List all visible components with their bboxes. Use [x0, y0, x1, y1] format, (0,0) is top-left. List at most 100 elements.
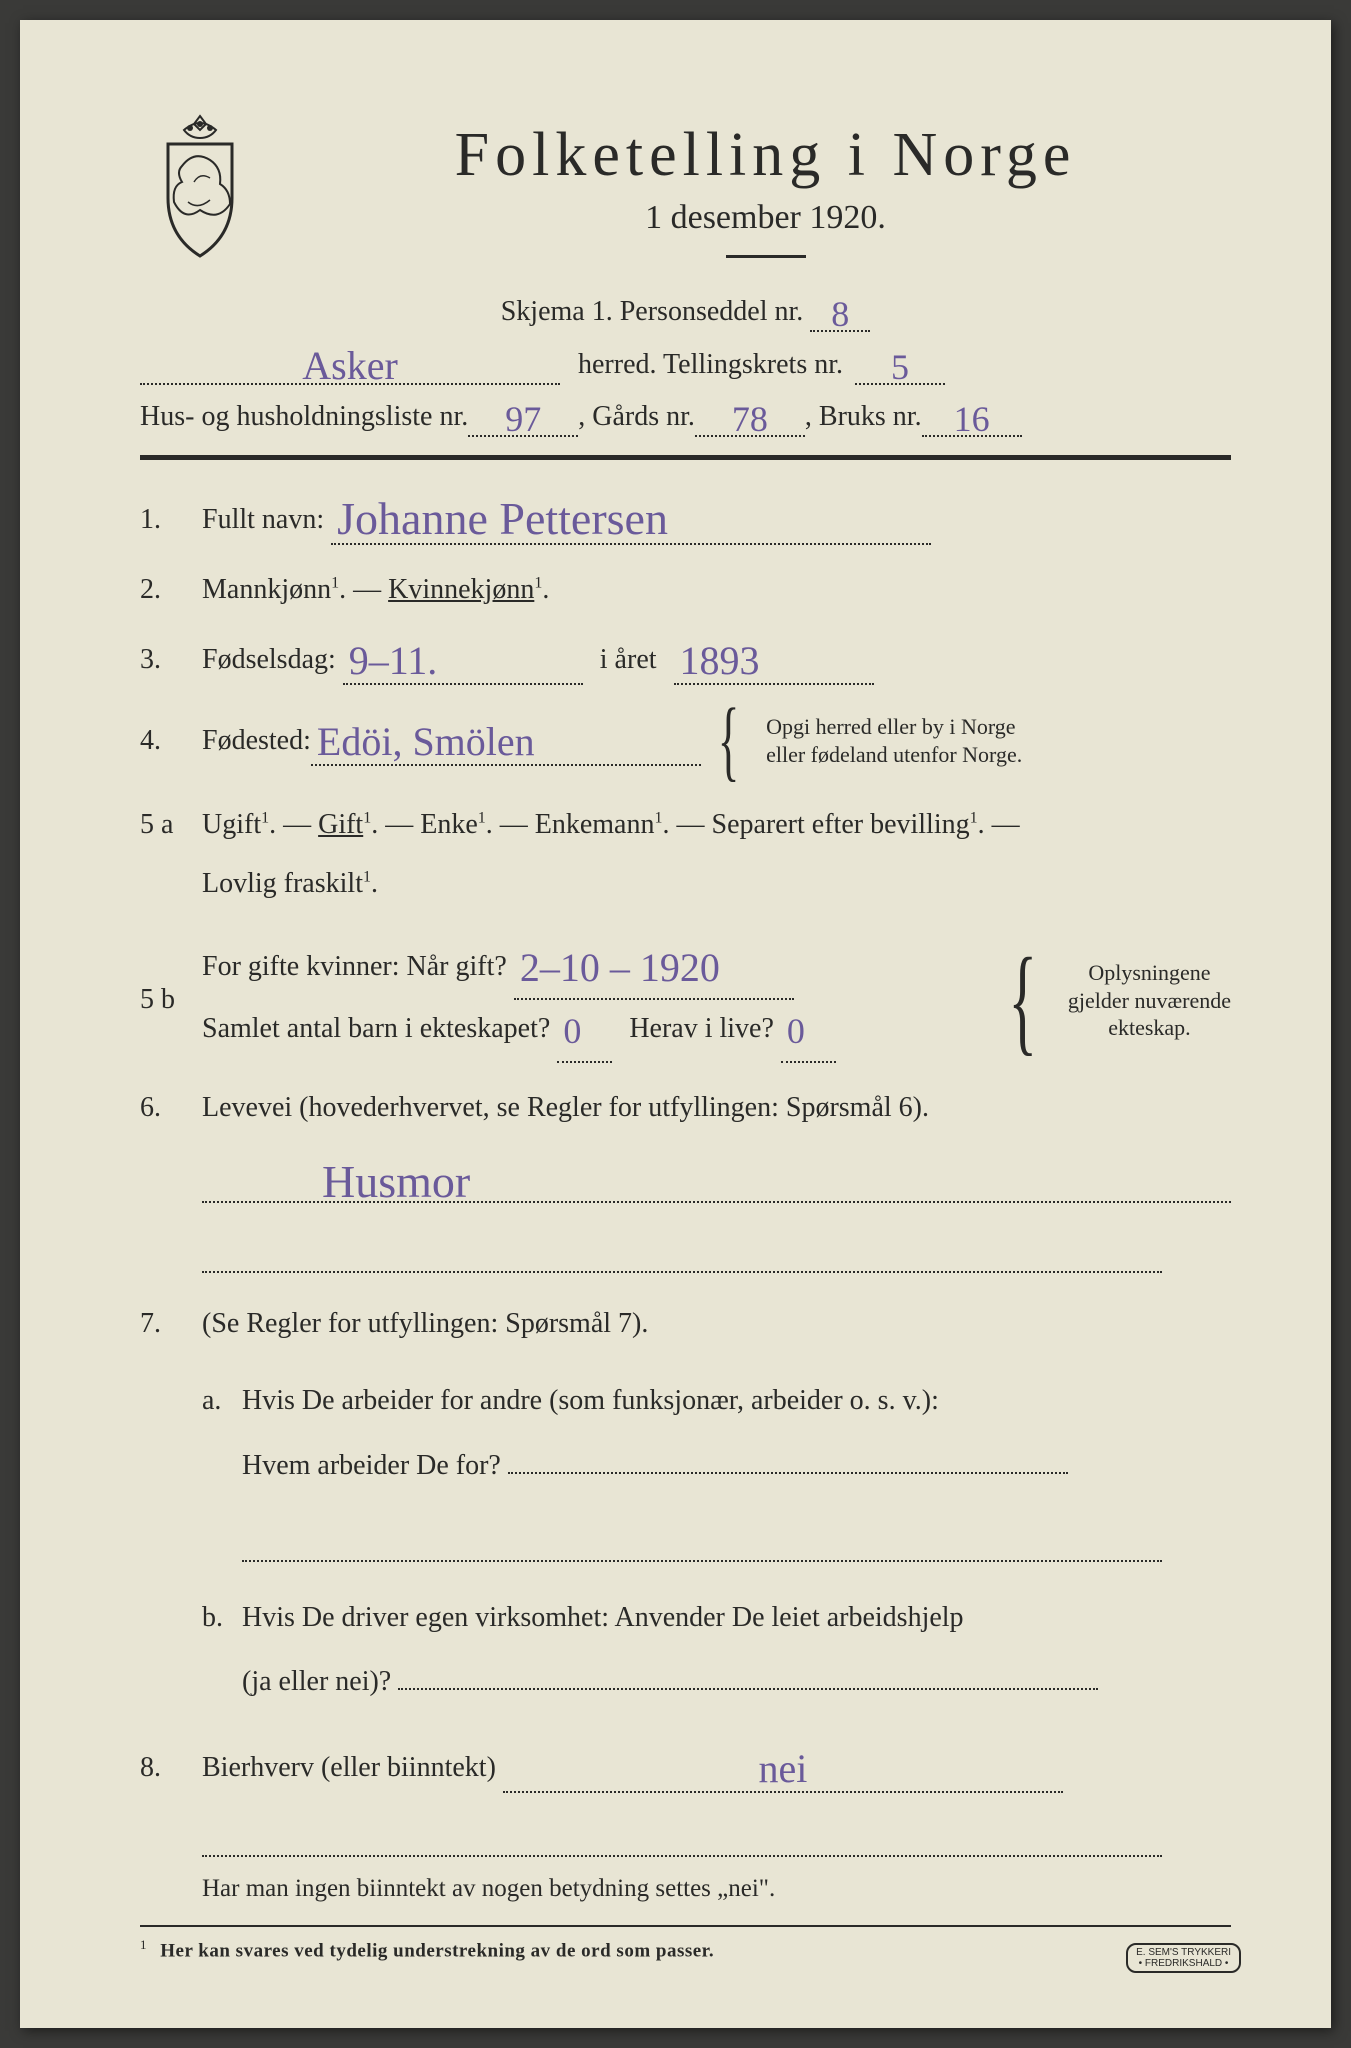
q1-num: 1.	[140, 499, 202, 541]
q7a-l2: Hvem arbeider De for?	[242, 1450, 501, 1481]
q7-label: (Se Regler for utfyllingen: Spørsmål 7).	[202, 1303, 1231, 1345]
q7b: b. Hvis De driver egen virksomhet: Anven…	[140, 1586, 1231, 1715]
q6-answer-line: Husmor	[140, 1153, 1231, 1203]
q3-day-field: 9–11.	[343, 635, 583, 685]
q7b-l1: Hvis De driver egen virksomhet: Anvender…	[242, 1602, 964, 1633]
q4-bracket: { Opgi herred eller by i Norge eller fød…	[701, 709, 1022, 772]
q6-blank-line	[202, 1233, 1162, 1273]
q8-num: 8.	[140, 1747, 202, 1789]
census-form-page: Folketelling i Norge 1 desember 1920. Sk…	[20, 20, 1331, 2028]
q6: 6. Levevei (hovederhvervet, se Regler fo…	[140, 1087, 1231, 1129]
q3-num: 3.	[140, 639, 202, 681]
hus-value: 97	[505, 401, 541, 437]
crest-svg	[140, 110, 260, 270]
q4-value: Edöi, Smölen	[317, 722, 535, 762]
q5a-fraskilt: Lovlig fraskilt	[202, 868, 363, 899]
header: Folketelling i Norge 1 desember 1920.	[140, 110, 1231, 280]
q5a-num: 5 a	[140, 804, 202, 846]
q5b-live-field: 0	[781, 1000, 836, 1063]
footnote: 1 Her kan svares ved tydelig understrekn…	[140, 1937, 1231, 1962]
q8-note: Har man ingen biinntekt av nogen betydni…	[140, 1875, 1231, 1903]
q2-opt-female-selected: Kvinnekjønn	[388, 574, 534, 605]
personseddel-value: 8	[831, 296, 849, 332]
q5b-gift-value: 2–10 – 1920	[520, 948, 720, 988]
gards-label: , Gårds nr.	[578, 401, 695, 433]
q7a-l1: Hvis De arbeider for andre (som funksjon…	[242, 1385, 939, 1416]
q1-label: Fullt navn:	[202, 504, 324, 535]
q6-label: Levevei (hovederhvervet, se Regler for u…	[202, 1092, 929, 1123]
meta-hus: Hus- og husholdningsliste nr. 97 , Gårds…	[140, 395, 1231, 437]
footnote-sup: 1	[140, 1937, 147, 1952]
q2-opt-male: Mannkjønn	[202, 574, 331, 605]
q5a: 5 a Ugift1. — Gift1. — Enke1. — Enkemann…	[140, 796, 1231, 914]
q4-num: 4.	[140, 720, 202, 762]
q5b-bracket: { Oplysningene gjelder nuværende ekteska…	[988, 958, 1231, 1042]
q5b-total-field: 0	[557, 1000, 612, 1063]
q4-label: Fødested:	[202, 720, 311, 762]
q8-value: nei	[758, 1749, 807, 1789]
q5b-label2: Samlet antal barn i ekteskapet?	[202, 1013, 550, 1044]
q3-day-value: 9–11.	[349, 641, 438, 681]
q4: 4. Fødested: Edöi, Smölen { Opgi herred …	[140, 709, 1231, 772]
sub-title: 1 desember 1920.	[300, 199, 1231, 237]
q7: 7. (Se Regler for utfyllingen: Spørsmål …	[140, 1303, 1231, 1345]
q5b-label1: For gifte kvinner: Når gift?	[202, 951, 507, 982]
title-block: Folketelling i Norge 1 desember 1920.	[300, 110, 1231, 280]
q3-label: Fødselsdag:	[202, 644, 336, 675]
hus-label: Hus- og husholdningsliste nr.	[140, 401, 468, 433]
printer-l2: • FREDRIKSHALD •	[1139, 1958, 1229, 1969]
tellingskrets-field: 5	[855, 343, 945, 385]
q6-num: 6.	[140, 1087, 202, 1129]
q8: 8. Bierhverv (eller biinntekt) nei	[140, 1743, 1231, 1793]
q4-note-l1: Opgi herred eller by i Norge	[766, 714, 1015, 739]
q6-value: Husmor	[322, 1159, 470, 1205]
q5a-gift-selected: Gift	[318, 809, 363, 840]
q7-num: 7.	[140, 1303, 202, 1345]
herred-field: Asker	[140, 340, 560, 385]
meta-skjema: Skjema 1. Personseddel nr. 8	[140, 290, 1231, 332]
q7a-field	[508, 1470, 1068, 1474]
q7b-l2: (ja eller nei)?	[242, 1666, 391, 1697]
q3: 3. Fødselsdag: 9–11. i året 1893	[140, 635, 1231, 685]
q2-num: 2.	[140, 569, 202, 611]
footnote-text: Her kan svares ved tydelig understreknin…	[160, 1940, 714, 1961]
q4-note-l2: eller fødeland utenfor Norge.	[766, 742, 1022, 767]
q5a-ugift: Ugift	[202, 809, 261, 840]
q5b: 5 b For gifte kvinner: Når gift? 2–10 – …	[140, 938, 1231, 1064]
q8-field: nei	[503, 1743, 1063, 1793]
q7b-letter: b.	[202, 1597, 242, 1639]
gards-field: 78	[695, 395, 805, 437]
q2: 2. Mannkjønn1. — Kvinnekjønn1.	[140, 569, 1231, 611]
personseddel-field: 8	[810, 290, 870, 332]
hus-field: 97	[468, 395, 578, 437]
thin-rule	[140, 1925, 1231, 1927]
bruks-value: 16	[954, 401, 990, 437]
bruks-field: 16	[922, 395, 1022, 437]
tellingskrets-value: 5	[891, 349, 909, 385]
skjema-label: Skjema 1. Personseddel nr.	[501, 296, 804, 327]
q5b-note-l1: Oplysningene	[1088, 960, 1210, 985]
q8-label: Bierhverv (eller biinntekt)	[202, 1752, 496, 1783]
q7a-letter: a.	[202, 1380, 242, 1422]
main-title: Folketelling i Norge	[300, 120, 1231, 191]
printer-mark: E. SEM'S TRYKKERI • FREDRIKSHALD •	[1126, 1943, 1241, 1973]
q5b-total-value: 0	[563, 1013, 581, 1049]
q2-sup-a: 1	[331, 575, 339, 592]
gards-value: 78	[732, 401, 768, 437]
q7a-blank-line	[242, 1522, 1162, 1562]
q5a-enkemann: Enkemann	[535, 809, 655, 840]
title-divider	[726, 255, 806, 258]
q8-blank-line	[202, 1817, 1162, 1857]
q3-mid: i året	[600, 644, 657, 675]
q5b-gift-field: 2–10 – 1920	[514, 938, 794, 1001]
q5a-separert: Separert efter bevilling	[712, 809, 970, 840]
q1-value: Johanne Pettersen	[337, 496, 668, 542]
herred-value: Asker	[302, 346, 398, 386]
bruks-label: , Bruks nr.	[805, 401, 922, 433]
q5b-note-l2: gjelder nuværende	[1068, 988, 1231, 1013]
meta-herred: Asker herred. Tellingskrets nr. 5	[140, 340, 1231, 385]
q1: 1. Fullt navn: Johanne Pettersen	[140, 490, 1231, 545]
q3-year-field: 1893	[674, 635, 874, 685]
q4-field: Edöi, Smölen	[311, 716, 701, 766]
q7b-field	[398, 1686, 1098, 1690]
